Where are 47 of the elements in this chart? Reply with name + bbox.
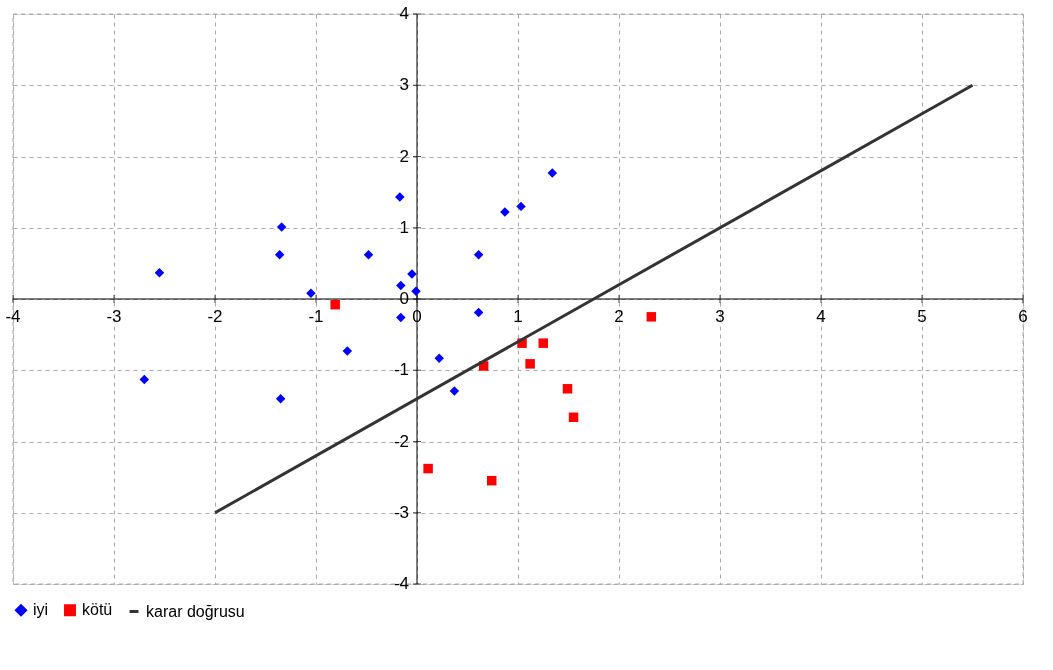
point [306, 288, 316, 299]
point [342, 346, 353, 356]
point [473, 250, 484, 260]
x-tick-label: 6 [1018, 307, 1028, 326]
point [276, 222, 287, 232]
legend-label: karar doğrusu [146, 602, 245, 620]
point [547, 168, 558, 178]
point [396, 280, 406, 291]
y-tick-label: 1 [399, 217, 409, 237]
y-tick-label: -4 [393, 574, 409, 593]
point [395, 192, 405, 202]
y-tick-label: -3 [393, 502, 409, 522]
point [423, 463, 433, 474]
x-tick-label: 4 [816, 307, 826, 326]
point [274, 250, 285, 260]
point [646, 312, 657, 322]
x-tick-label: -2 [207, 307, 223, 326]
point [473, 307, 484, 318]
x-tick-label: -3 [106, 307, 122, 326]
point [562, 384, 573, 394]
x-tick-label: 2 [614, 307, 624, 326]
x-tick-label: -1 [308, 307, 324, 326]
point [568, 412, 579, 423]
point [275, 394, 286, 404]
x-tick-label: 3 [715, 307, 725, 326]
legend-label: iyi [33, 601, 49, 619]
point [330, 299, 340, 310]
point [525, 359, 535, 369]
point [396, 312, 406, 323]
point [139, 374, 150, 385]
x-tick-label: 1 [513, 307, 523, 326]
point [449, 386, 460, 396]
x-tick-label: 0 [412, 307, 422, 326]
point [434, 353, 444, 363]
point [154, 267, 165, 278]
x-tick-label: 5 [917, 307, 927, 326]
y-tick-label: -1 [393, 360, 409, 380]
point [363, 250, 374, 260]
y-tick-label: 3 [399, 75, 409, 95]
legend-label: kötü [82, 601, 113, 619]
x-tick-label: -4 [5, 307, 21, 326]
point [538, 338, 548, 348]
y-tick-label: 2 [399, 146, 409, 166]
y-tick-label: -2 [393, 431, 409, 451]
y-tick-label: 4 [399, 4, 409, 23]
point [487, 475, 497, 486]
point [516, 201, 526, 212]
